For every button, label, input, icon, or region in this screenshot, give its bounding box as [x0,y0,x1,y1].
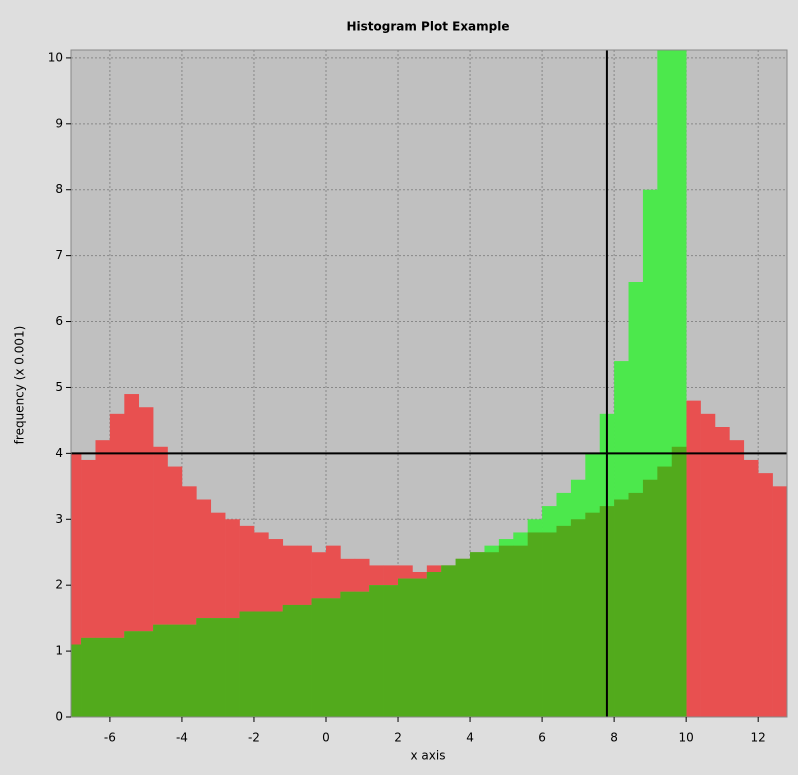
histogram-bar [743,459,759,717]
histogram-bar [71,453,82,717]
y-tick-label: 9 [55,116,63,130]
overlap-bar [109,637,125,717]
y-tick-label: 8 [55,182,63,196]
overlap-bar [239,611,255,717]
histogram-bar [758,473,773,717]
histogram-bar [686,400,701,717]
y-tick-label: 5 [55,380,63,394]
y-tick-label: 10 [48,50,63,64]
x-axis-label: x axis [411,749,446,763]
overlap-bar [527,532,543,717]
overlap-bar [153,624,168,717]
overlap-bar [426,572,442,717]
overlap-bar [71,644,82,717]
x-tick-label: 8 [610,731,618,745]
overlap-bar [369,585,384,717]
x-tick-label: -2 [248,731,260,745]
overlap-bar [95,637,111,717]
histogram-bar [729,440,745,717]
y-tick-label: 3 [55,512,63,526]
overlap-bar [542,532,557,717]
x-tick-label: 4 [466,731,474,745]
overlap-bar [311,598,327,717]
overlap-bar [268,611,284,717]
overlap-bar [167,624,183,717]
overlap-bar [81,637,96,717]
overlap-bar [398,578,413,717]
y-tick-label: 1 [55,644,63,658]
y-tick-label: 6 [55,314,63,328]
x-tick-label: 6 [538,731,546,745]
overlap-bar [253,611,269,717]
y-tick-label: 7 [55,248,63,262]
y-tick-label: 2 [55,578,63,592]
x-tick-label: 12 [751,731,766,745]
overlap-bar [570,519,586,717]
overlap-bar [484,552,500,717]
overlap-bar [325,598,341,717]
histogram-bar [700,413,716,717]
overlap-bar [210,618,226,717]
overlap-bar [470,552,485,717]
overlap-bar [354,591,370,717]
overlap-bar [124,631,140,717]
overlap-bar [671,446,687,717]
histogram-bar [714,427,730,717]
x-tick-label: 2 [394,731,402,745]
chart-title: Histogram Plot Example [346,20,509,34]
x-tick-label: -4 [176,731,188,745]
y-tick-label: 0 [55,710,63,724]
x-tick-label: 10 [679,731,694,745]
x-tick-label: 0 [322,731,330,745]
histogram-bar [772,486,787,717]
plot-frame [70,49,788,718]
overlap-bar [614,499,629,717]
overlap-bar [181,624,197,717]
overlap-bar [455,558,471,717]
overlap-bar [196,618,212,717]
overlap-bar [498,545,514,717]
x-tick-label: -6 [104,731,116,745]
overlap-bar [657,466,673,717]
overlap-bar [556,525,572,717]
overlap-bar [282,604,298,717]
overlap-bar [642,479,658,717]
overlap-bar [441,565,456,717]
overlap-bar [585,512,601,717]
overlap-bar [628,492,644,717]
overlap-bar [513,545,528,717]
y-tick-label: 4 [55,446,63,460]
overlap-bar [340,591,356,717]
overlap-bar [383,585,399,717]
overlap-bar [138,631,154,717]
overlap-bar [412,578,428,717]
y-axis-label: frequency (x 0.001) [13,326,27,445]
overlap-bar [297,604,312,717]
overlap-bar [225,618,240,717]
